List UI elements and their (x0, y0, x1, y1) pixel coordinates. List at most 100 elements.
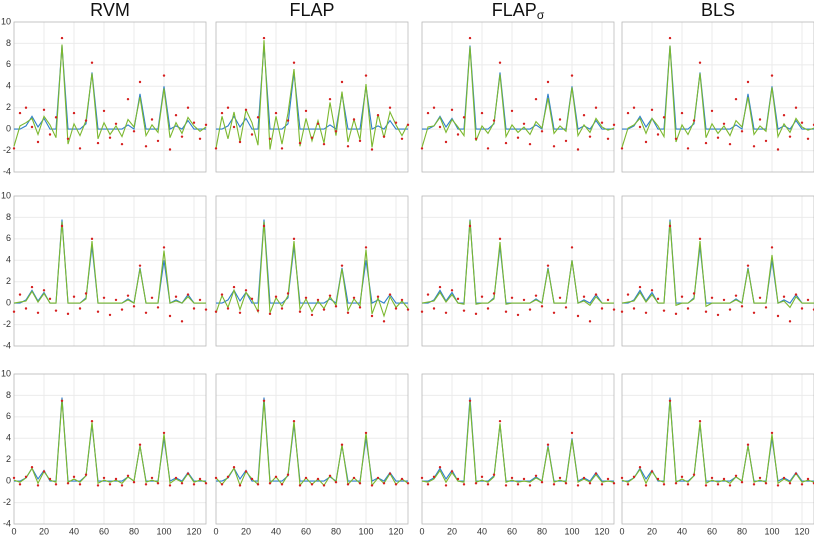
data-point (78, 147, 82, 150)
data-point (650, 289, 654, 292)
plot-area (622, 22, 814, 172)
data-point (492, 119, 496, 122)
data-point (504, 484, 508, 487)
data-point (626, 483, 630, 486)
data-point (334, 130, 338, 133)
data-point (686, 307, 690, 310)
data-point (250, 133, 254, 136)
plot-frame (13, 21, 207, 173)
x-tick-label: 120 (186, 526, 201, 535)
data-point (214, 476, 218, 480)
data-point (716, 313, 720, 317)
data-point (280, 147, 284, 150)
data-point (256, 116, 260, 119)
data-point (48, 133, 52, 136)
data-point (468, 399, 472, 402)
data-point (268, 312, 272, 316)
data-point (612, 123, 616, 127)
data-point (444, 140, 448, 144)
data-point (144, 145, 148, 148)
data-point (298, 310, 302, 313)
data-point (498, 61, 502, 64)
data-point (30, 285, 34, 289)
data-point (102, 109, 106, 113)
data-point (364, 74, 368, 77)
data-point (310, 483, 314, 486)
data-point (198, 298, 202, 302)
data-point (328, 97, 332, 101)
data-point (474, 312, 478, 316)
data-point (48, 297, 52, 301)
x-tick-label: 80 (129, 526, 139, 535)
data-point (42, 108, 46, 112)
data-point (534, 294, 538, 297)
data-point (286, 119, 290, 122)
data-point (758, 476, 762, 480)
data-point (238, 484, 242, 487)
data-point (316, 477, 320, 481)
x-tick-label: 0 (213, 526, 218, 535)
data-point (522, 477, 526, 481)
data-point (54, 309, 58, 312)
data-point (644, 484, 648, 487)
x-tick-label: 80 (537, 526, 547, 535)
data-point (340, 443, 344, 446)
data-point (698, 61, 702, 64)
data-point (734, 294, 738, 297)
x-tick-label: 60 (301, 526, 311, 535)
data-point (800, 483, 804, 486)
data-point (316, 298, 320, 302)
y-tick-label: 4 (6, 433, 11, 443)
data-point (444, 311, 448, 314)
data-point (740, 305, 744, 308)
y-tick-label: 6 (6, 233, 11, 243)
data-point (322, 484, 326, 487)
panel-title: RVM (90, 0, 130, 20)
data-point (680, 475, 684, 479)
data-point (180, 135, 184, 138)
data-point (426, 483, 430, 486)
data-point (600, 307, 604, 310)
data-point (656, 133, 660, 136)
data-point (102, 476, 106, 480)
data-point (394, 121, 398, 124)
data-point (564, 482, 568, 485)
y-tick-label: 0 (6, 298, 11, 308)
data-point (806, 137, 810, 140)
data-point (764, 306, 768, 309)
plot-area (216, 22, 408, 172)
data-point (132, 481, 136, 484)
panel: 0 20 40 60 80 100 120 (619, 373, 814, 535)
x-tick-label: 0 (619, 526, 624, 535)
data-point (710, 476, 714, 480)
data-point (704, 310, 708, 313)
data-point (156, 482, 160, 485)
data-point (626, 111, 630, 115)
data-point (90, 237, 94, 241)
data-point (680, 295, 684, 298)
data-point (346, 311, 350, 314)
data-point (286, 292, 290, 295)
data-point (570, 246, 574, 249)
data-point (370, 148, 374, 151)
data-point (406, 308, 410, 311)
data-point (800, 307, 804, 310)
plot-frame (421, 195, 615, 347)
data-point (444, 484, 448, 487)
data-point (606, 298, 610, 302)
data-point (510, 109, 514, 113)
data-point (54, 116, 58, 119)
panel: FLAP (214, 0, 410, 173)
x-tick-label: 20 (39, 526, 49, 535)
data-point (686, 147, 690, 150)
data-point (522, 122, 526, 125)
data-point (588, 135, 592, 138)
data-point (286, 473, 290, 476)
data-point (66, 482, 70, 485)
data-point (198, 137, 202, 140)
data-point (438, 125, 442, 129)
data-point (632, 106, 636, 109)
x-tick-label: 0 (419, 526, 424, 535)
data-point (186, 293, 190, 296)
